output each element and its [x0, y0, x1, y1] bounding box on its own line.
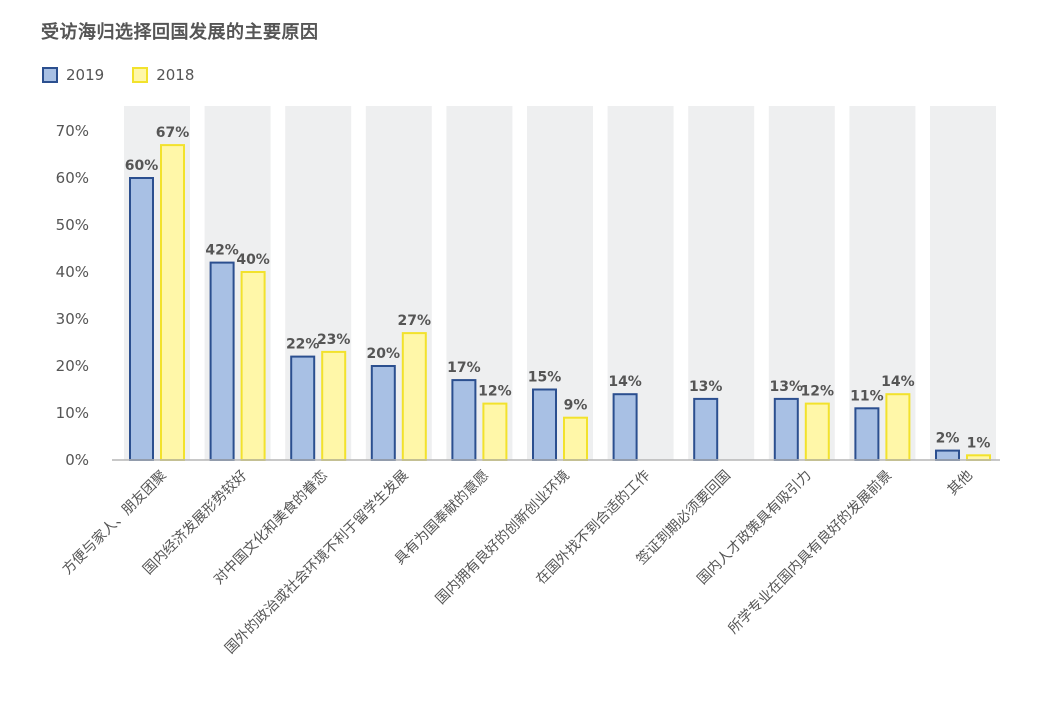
chart-title: 受访海归选择回国发展的主要原因 [41, 22, 319, 43]
data-label: 40% [236, 252, 270, 268]
legend-label-2018: 2018 [156, 66, 195, 84]
category-label: 所学专业在国内具有良好的发展前景 [725, 467, 895, 637]
bar-2018 [804, 402, 830, 462]
bar-2019 [532, 388, 557, 461]
data-label: 67% [156, 125, 190, 141]
bar-2018 [160, 144, 185, 461]
bar-2019 [129, 177, 154, 461]
category-label: 国内拥有良好的创新创业环境 [433, 468, 573, 608]
legend-item-2019: 2019 [42, 66, 104, 84]
y-tick-label: 70% [56, 122, 89, 140]
data-label: 14% [881, 374, 915, 390]
bar-2019 [209, 261, 235, 461]
bar-2018 [563, 416, 588, 462]
data-label: 12% [478, 384, 512, 400]
legend-swatch-2018 [132, 67, 149, 83]
bar-2019 [854, 407, 880, 461]
category-label: 国外的政治或社会环境不利于留学生发展 [222, 468, 412, 658]
y-tick-label: 40% [56, 263, 89, 281]
legend-label-2019: 2019 [66, 66, 105, 84]
category-label: 其他 [945, 468, 976, 499]
y-tick-label: 50% [56, 216, 89, 234]
y-tick-label: 0% [65, 451, 89, 469]
bar-2019 [370, 365, 396, 461]
data-label: 15% [528, 370, 562, 386]
data-label: 60% [125, 158, 159, 174]
y-tick-label: 10% [56, 404, 89, 422]
y-tick-label: 30% [56, 310, 89, 328]
data-label: 13% [770, 379, 804, 395]
bar-2019 [612, 393, 638, 462]
data-label: 13% [689, 379, 723, 395]
y-tick-label: 60% [56, 169, 89, 187]
y-tick-label: 20% [56, 357, 89, 375]
data-label: 2% [936, 431, 960, 447]
legend: 2019 2018 [42, 66, 222, 84]
bar-2018 [240, 271, 266, 461]
data-label: 42% [205, 243, 239, 259]
data-label: 27% [398, 313, 432, 329]
bar-2019 [451, 379, 477, 462]
bar-2019 [773, 397, 799, 461]
data-label: 9% [564, 398, 588, 414]
bar-2018 [401, 332, 427, 462]
data-label: 12% [801, 384, 835, 400]
legend-item-2018: 2018 [132, 66, 194, 84]
bar-2018 [482, 402, 508, 462]
data-label: 20% [367, 346, 401, 362]
bar-2018 [885, 393, 911, 462]
data-label: 11% [850, 388, 884, 404]
data-label: 14% [608, 374, 642, 390]
column-background [930, 106, 996, 460]
bar-2019 [935, 449, 960, 462]
legend-swatch-2019 [42, 67, 58, 83]
data-label: 23% [317, 332, 351, 348]
data-label: 22% [286, 337, 320, 353]
bar-2018 [321, 350, 347, 461]
bar-2019 [693, 397, 719, 461]
bar-2019 [290, 355, 316, 462]
data-label: 17% [447, 360, 481, 376]
data-label: 1% [967, 435, 991, 451]
